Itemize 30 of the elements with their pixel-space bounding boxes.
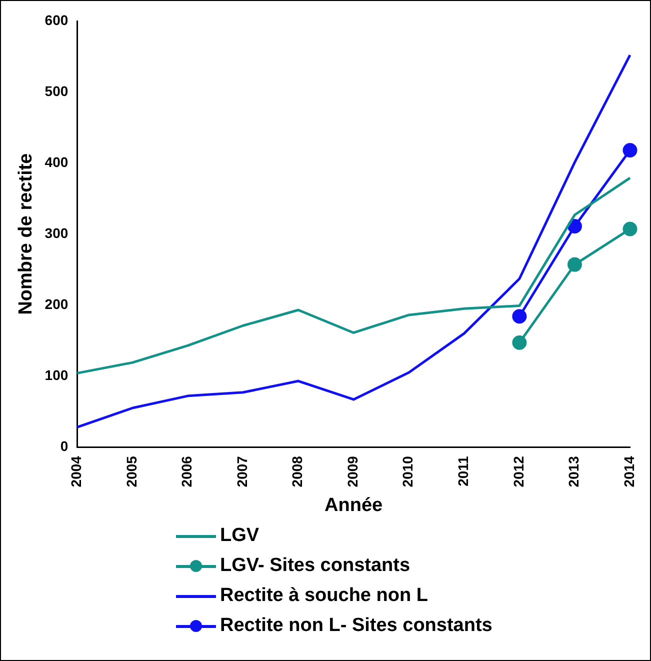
point: [622, 222, 638, 236]
legend-label: Rectite non L- Sites constants: [220, 615, 492, 637]
x-tick-label: 2014: [620, 456, 637, 488]
legend-label: LGV: [220, 525, 260, 547]
x-tick-label: 2009: [344, 456, 360, 488]
x-axis-title: Année: [324, 494, 383, 516]
y-tick-label: 300: [44, 224, 68, 241]
y-tick-label: 0: [60, 438, 68, 454]
x-tick-label: 2007: [234, 456, 250, 488]
y-tick-label: 400: [44, 154, 68, 170]
x-tick-label: 2006: [178, 456, 195, 488]
point: [512, 335, 527, 350]
point: [567, 218, 582, 234]
y-axis-title: Nombre de rectite: [16, 153, 37, 315]
y-tick-label: 100: [44, 366, 68, 383]
y-tick-label: 200: [44, 296, 68, 312]
legend-label: Rectite à souche non L: [220, 585, 428, 607]
x-tick-label: 2005: [123, 456, 140, 488]
point: [567, 257, 582, 272]
x-tick-label: 2013: [566, 456, 582, 488]
x-tick-label: 2008: [289, 456, 306, 488]
x-tick-label: 2010: [400, 456, 416, 488]
y-tick-label: 600: [44, 12, 68, 28]
x-tick-label: 2004: [68, 456, 84, 488]
x-tick-label: 2012: [510, 456, 526, 488]
legend-label: LGV- Sites constants: [220, 555, 410, 577]
x-tick-label: 2011: [455, 456, 472, 486]
point: [512, 309, 527, 324]
point: [622, 142, 638, 158]
y-tick-label: 500: [44, 82, 68, 99]
